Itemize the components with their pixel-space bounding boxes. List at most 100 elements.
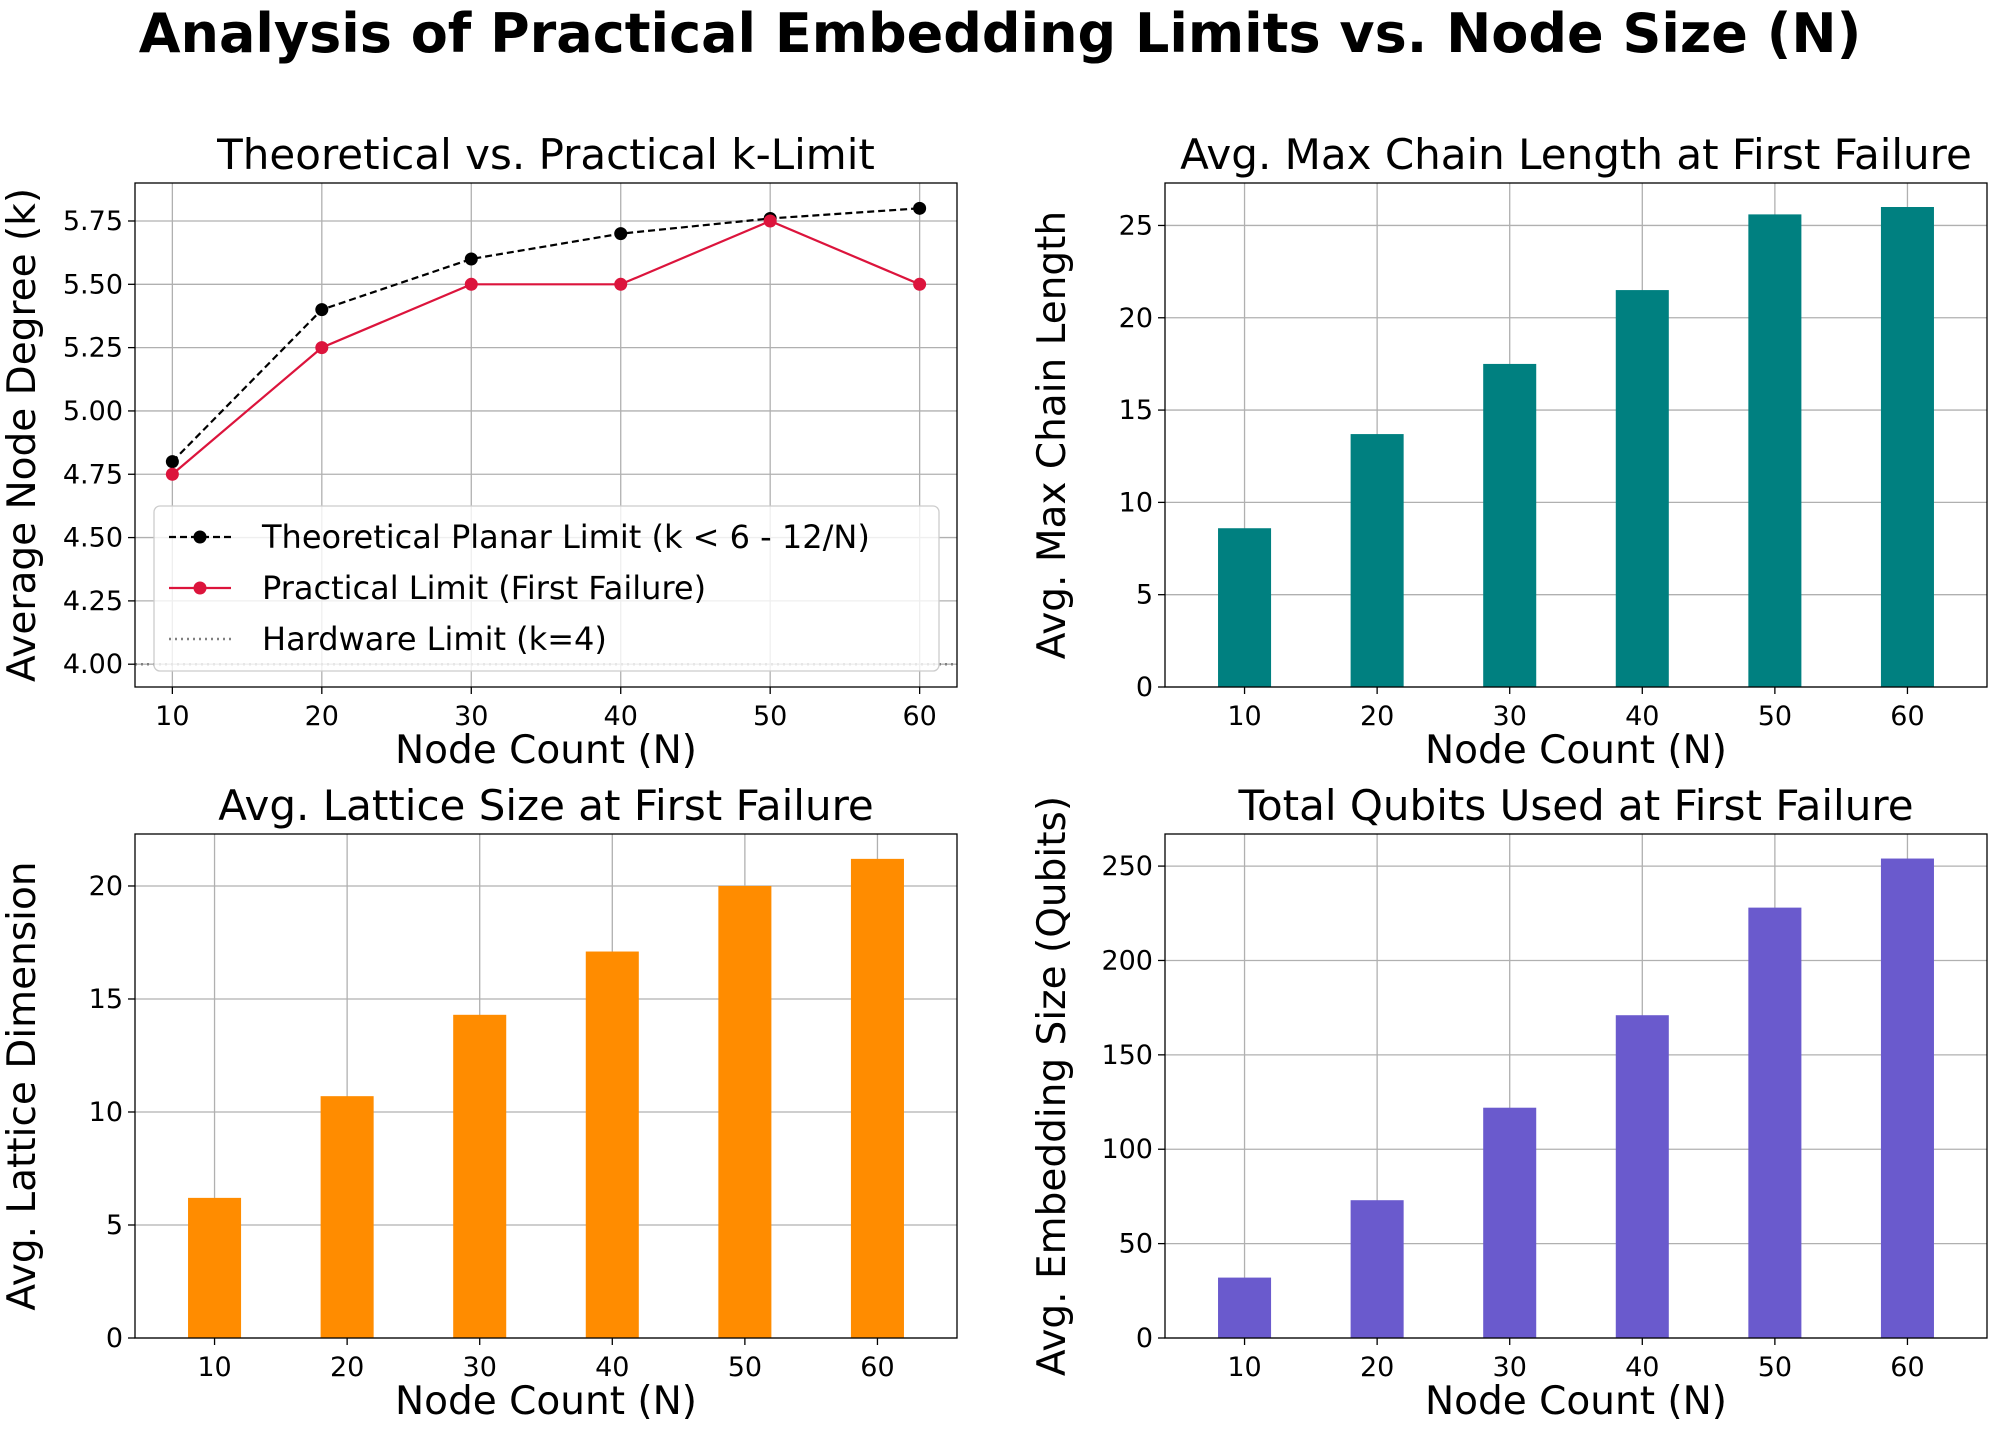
practical-limit-line [171, 219, 921, 476]
bar [1880, 858, 1934, 1338]
y-tick-label: 5.75 [63, 206, 123, 237]
x-tick-label: 20 [1360, 1352, 1394, 1383]
y-tick-label: 10 [89, 1097, 123, 1128]
x-tick-label: 60 [860, 1352, 894, 1383]
plot-frame [1164, 182, 1988, 688]
y-tick-label: 200 [1101, 945, 1153, 976]
panel-title: Avg. Lattice Size at First Failure [218, 781, 874, 830]
x-axis-label: Node Count (N) [1425, 728, 1727, 773]
x-axis-label: Node Count (N) [395, 728, 697, 773]
y-tick-label: 5.25 [63, 333, 123, 364]
legend-box [153, 505, 940, 672]
bar [1748, 907, 1802, 1338]
x-tick-label: 10 [155, 701, 189, 732]
y-axis-label: Average Node Degree (k) [0, 188, 45, 682]
y-tick-label: 5 [106, 1210, 123, 1241]
y-tick-label: 15 [1119, 395, 1153, 426]
x-tick-label: 60 [1890, 1352, 1924, 1383]
y-tick-label: 50 [1119, 1229, 1153, 1260]
grid [1165, 183, 1987, 688]
bar [1483, 363, 1537, 687]
panel-title: Avg. Max Chain Length at First Failure [1180, 130, 1972, 179]
y-tick-label: 4.50 [63, 523, 123, 554]
y-axis-label: Avg. Embedding Size (Qubits) [1030, 796, 1075, 1376]
legend-label: Theoretical Planar Limit (k < 6 - 12/N) [261, 518, 870, 556]
y-tick-label: 25 [1119, 210, 1153, 241]
x-tick-label: 20 [1360, 701, 1394, 732]
legend: Theoretical Planar Limit (k < 6 - 12/N) P… [153, 505, 940, 672]
x-tick-label: 50 [1758, 1352, 1792, 1383]
x-tick-label: 10 [197, 1352, 231, 1383]
y-axis-label: Avg. Lattice Dimension [0, 861, 45, 1310]
y-tick-label: 5 [1136, 580, 1153, 611]
bar [1350, 1200, 1404, 1338]
y-tick-label: 20 [89, 871, 123, 902]
bar [718, 885, 772, 1338]
data-point [165, 467, 179, 481]
chain-length-bar-chart: 10 20 30 40 50 60 0 5 10 15 20 25 Avg. Max Chain Le… [1030, 130, 1988, 773]
bar [850, 858, 904, 1338]
y-tick-label: 0 [1136, 1323, 1153, 1354]
y-axis-label: Avg. Max Chain Length [1030, 211, 1075, 659]
bar [1880, 207, 1934, 687]
bar [188, 1197, 242, 1338]
bar [1615, 290, 1669, 687]
series-layer [1218, 858, 1934, 1338]
x-tick-label: 30 [454, 701, 488, 732]
x-tick-label: 10 [1227, 701, 1261, 732]
y-tick-label: 250 [1101, 851, 1153, 882]
data-point [315, 341, 329, 355]
x-tick-label: 10 [1227, 1352, 1261, 1383]
x-tick-label: 40 [595, 1352, 629, 1383]
total-qubits-bar-chart: 10 20 30 40 50 60 0 50 100 150 200 250 Total Qubits… [1030, 781, 1988, 1424]
k-limit-line-chart: 10 20 30 40 50 60 4.00 4.25 4.50 4.75 5.00 5.25 5.50… [0, 130, 958, 773]
y-tick-label: 15 [89, 984, 123, 1015]
legend-label: Hardware Limit (k=4) [262, 620, 607, 658]
tick-labels: 10 20 30 40 50 60 4.00 4.25 4.50 4.75 5.00 5.25 5.50… [63, 206, 937, 732]
legend-marker [193, 530, 207, 544]
data-point [464, 252, 478, 266]
tick-labels: 10 20 30 40 50 60 0 5 10 15 20 25 [1119, 210, 1925, 732]
x-tick-label: 60 [902, 701, 936, 732]
bar [1615, 1015, 1669, 1338]
series-layer [1218, 207, 1934, 687]
x-tick-label: 40 [1625, 701, 1659, 732]
y-tick-label: 5.00 [63, 396, 123, 427]
y-tick-label: 100 [1101, 1134, 1153, 1165]
theoretical-limit-line [171, 207, 920, 463]
tick-labels: 10 20 30 40 50 60 0 5 10 15 20 [89, 871, 895, 1383]
x-axis-label: Node Count (N) [395, 1379, 697, 1424]
legend-marker [193, 581, 207, 595]
plot-frame [134, 833, 958, 1339]
figure-title: Analysis of Practical Embedding Limits v… [139, 2, 1862, 65]
x-tick-label: 60 [1890, 701, 1924, 732]
legend-label: Practical Limit (First Failure) [262, 569, 706, 607]
grid [1165, 834, 1987, 1339]
data-point [913, 277, 927, 291]
y-tick-label: 5.50 [63, 269, 123, 300]
x-tick-label: 50 [753, 701, 787, 732]
x-tick-label: 30 [1493, 1352, 1527, 1383]
y-tick-label: 4.00 [63, 649, 123, 680]
y-tick-label: 10 [1119, 487, 1153, 518]
x-tick-label: 30 [463, 1352, 497, 1383]
y-tick-label: 0 [1136, 672, 1153, 703]
y-tick-label: 4.75 [63, 459, 123, 490]
x-tick-label: 40 [604, 701, 638, 732]
data-point [763, 214, 777, 228]
lattice-size-bar-chart: 10 20 30 40 50 60 0 5 10 15 20 Avg. Lattice Size a… [0, 781, 958, 1424]
data-point [165, 455, 179, 469]
y-tick-label: 4.25 [63, 586, 123, 617]
bar [453, 1014, 507, 1338]
data-point [315, 303, 329, 317]
x-tick-label: 30 [1493, 701, 1527, 732]
y-tick-label: 0 [106, 1323, 123, 1354]
data-point [464, 277, 478, 291]
data-point [614, 227, 628, 241]
plot-frame [1164, 833, 1988, 1339]
x-tick-label: 20 [330, 1352, 364, 1383]
x-tick-label: 40 [1625, 1352, 1659, 1383]
bar [585, 951, 639, 1338]
bar [1483, 1107, 1537, 1338]
x-axis-label: Node Count (N) [1425, 1379, 1727, 1424]
